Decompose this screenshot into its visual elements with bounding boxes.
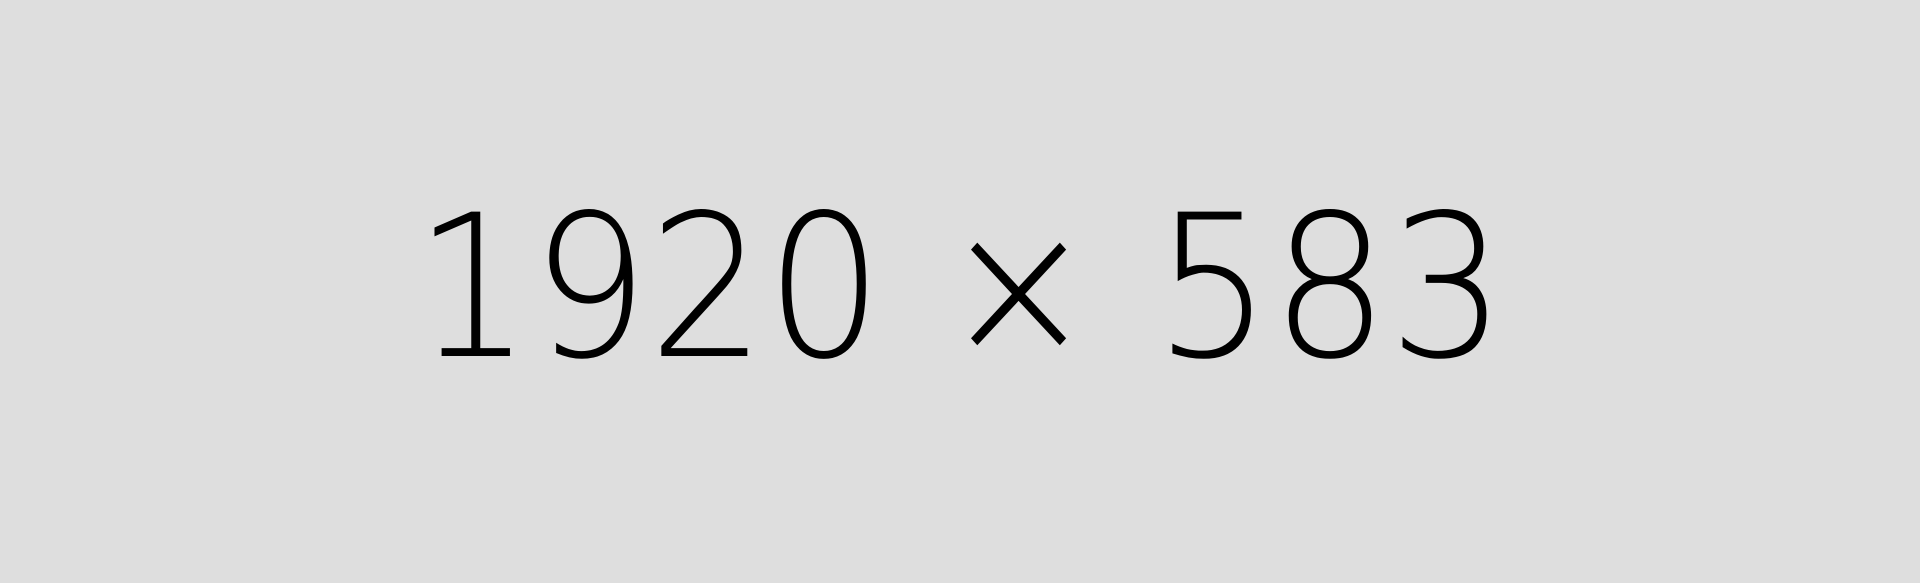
dimensions-label: 1920 × 583 xyxy=(414,171,1506,403)
